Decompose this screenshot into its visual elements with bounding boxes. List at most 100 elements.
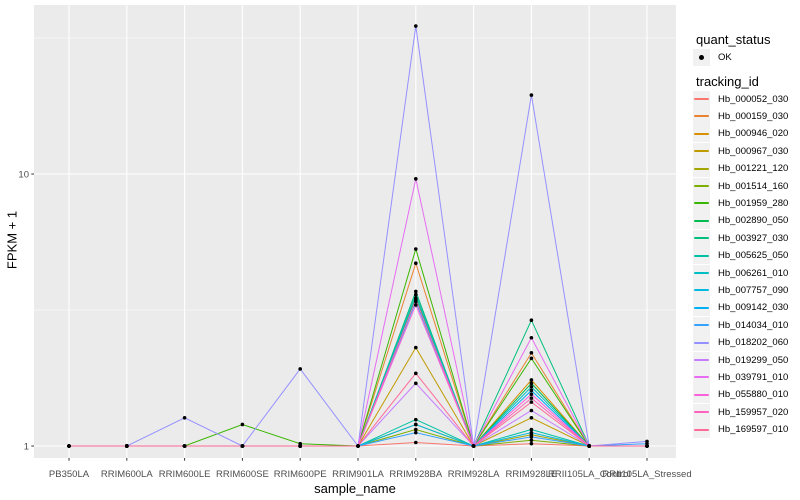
legend-item-Hb_001221_120: Hb_001221_120	[693, 160, 789, 178]
data-point	[414, 430, 418, 435]
legend-item-Hb_169597_010: Hb_169597_010	[693, 421, 788, 439]
legend-item-Hb_003927_030: Hb_003927_030	[693, 229, 788, 247]
legend-item-Hb_002890_050: Hb_002890_050	[693, 212, 788, 230]
legend-key	[693, 212, 710, 230]
legend-key	[693, 247, 710, 265]
legend-label: Hb_000052_030	[718, 93, 789, 105]
data-point	[67, 444, 71, 448]
series-color-line-icon	[694, 150, 709, 153]
data-point	[356, 444, 360, 448]
x-tick-label: RRIM600SE	[216, 469, 269, 480]
series-color-line-icon	[694, 202, 709, 205]
data-point	[414, 261, 418, 265]
legend-item-Hb_019299_050: Hb_019299_050	[693, 351, 789, 369]
legend-key	[693, 177, 710, 195]
series-color-line-icon	[694, 115, 709, 118]
series-color-line-icon	[694, 254, 709, 257]
legend-item-Hb_000052_030: Hb_000052_030	[693, 90, 789, 108]
data-point	[414, 417, 418, 422]
series-color-line-icon	[694, 132, 709, 135]
legend-key	[693, 368, 710, 386]
legend-key	[693, 194, 710, 212]
legend-key-ok	[693, 49, 710, 66]
x-tick-label: RRIM928LE	[506, 469, 558, 480]
legend-label: Hb_018202_060	[718, 337, 789, 349]
legend-label: Hb_001221_120	[718, 163, 789, 175]
series-color-line-icon	[694, 411, 709, 414]
legend-key	[693, 107, 710, 125]
legend-item-ok: OK	[693, 49, 732, 66]
data-point	[240, 444, 245, 448]
series-color-line-icon	[694, 393, 709, 396]
data-point	[240, 422, 245, 427]
data-point	[414, 381, 418, 386]
legend-item-Hb_000967_030: Hb_000967_030	[693, 142, 789, 160]
legend-label-ok: OK	[718, 52, 732, 63]
data-point	[529, 430, 534, 435]
legend-item-Hb_018202_060: Hb_018202_060	[693, 334, 789, 352]
legend-label: Hb_000967_030	[718, 145, 789, 157]
data-point	[529, 388, 534, 393]
legend-label: Hb_019299_050	[718, 354, 789, 366]
plot-panel	[34, 5, 676, 458]
data-point	[529, 392, 534, 397]
x-tick-label: RRIM928BA	[389, 469, 442, 480]
x-tick-label: PB350LA	[49, 469, 90, 480]
legend-key	[693, 403, 710, 421]
data-point	[529, 427, 534, 432]
legend-item-Hb_055880_010: Hb_055880_010	[693, 386, 789, 404]
legend-key	[693, 229, 710, 247]
series-color-line-icon	[694, 341, 709, 344]
data-point	[298, 367, 303, 371]
series-color-line-icon	[694, 167, 709, 170]
point-marker-icon	[699, 55, 704, 60]
legend: quant_status OK tracking_id Hb_000052_03…	[690, 0, 800, 500]
legend-key	[693, 299, 710, 317]
series-color-line-icon	[694, 98, 709, 100]
legend-key	[693, 281, 710, 299]
data-point	[529, 441, 534, 446]
legend-key	[693, 264, 710, 282]
data-point	[529, 415, 534, 420]
legend-item-Hb_001514_160: Hb_001514_160	[693, 177, 788, 195]
legend-label: Hb_007757_090	[718, 284, 789, 296]
data-point	[587, 444, 591, 448]
legend-label: Hb_159957_020	[718, 406, 789, 418]
data-point	[471, 444, 476, 448]
data-point	[414, 422, 418, 427]
x-tick-label: RRIM901LA	[332, 469, 384, 480]
legend-title-quant-status: quant_status	[696, 32, 771, 47]
data-point	[414, 297, 418, 302]
data-point	[645, 444, 649, 448]
legend-label: Hb_055880_010	[718, 389, 789, 401]
series-color-line-icon	[694, 272, 709, 274]
legend-key	[693, 90, 710, 108]
legend-label: Hb_006261_010	[718, 267, 789, 279]
data-point	[182, 444, 187, 448]
legend-label: Hb_000159_030	[718, 110, 789, 122]
data-point	[529, 438, 534, 443]
legend-title-tracking-id: tracking_id	[696, 74, 759, 89]
legend-item-Hb_000946_020: Hb_000946_020	[693, 125, 788, 143]
series-color-line-icon	[694, 324, 709, 327]
data-point	[414, 247, 418, 251]
data-point	[645, 439, 649, 444]
legend-label: Hb_009142_030	[718, 302, 789, 314]
series-color-line-icon	[694, 289, 709, 292]
series-color-line-icon	[694, 359, 709, 361]
data-point	[414, 292, 418, 297]
x-tick-label: RRII105LA_Stressed	[602, 469, 691, 480]
legend-label: Hb_014034_010	[718, 319, 789, 331]
series-color-line-icon	[694, 237, 709, 240]
legend-label: Hb_001959_280	[718, 197, 789, 209]
legend-item-Hb_006261_010: Hb_006261_010	[693, 264, 789, 282]
legend-item-Hb_009142_030: Hb_009142_030	[693, 299, 789, 317]
data-point	[529, 400, 534, 404]
data-point	[414, 371, 418, 376]
legend-label: Hb_005625_050	[718, 250, 789, 262]
data-point	[529, 408, 534, 413]
data-point	[529, 356, 534, 361]
legend-key	[693, 142, 710, 160]
data-point	[414, 440, 418, 445]
